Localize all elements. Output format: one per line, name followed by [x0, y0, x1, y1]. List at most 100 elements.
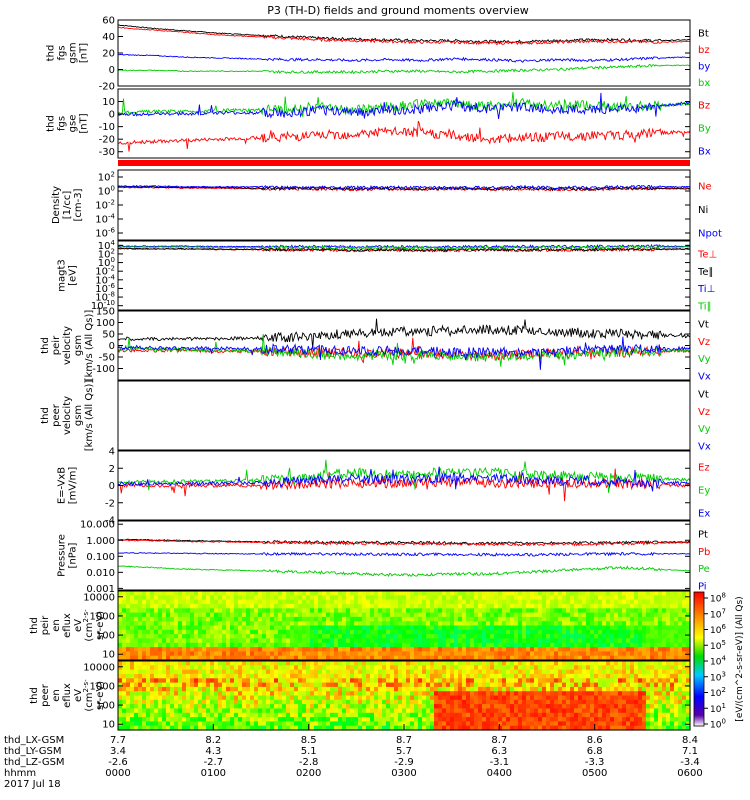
spectrogram-cell: [442, 669, 447, 675]
spectrogram-cell: [270, 625, 275, 631]
panel-frame: [117, 169, 691, 241]
spectrogram-cell: [490, 621, 495, 627]
spectrogram-cell: [222, 634, 227, 639]
spectrogram-cell: [254, 691, 259, 697]
spectrogram-cell: [162, 678, 167, 684]
spectrogram-cell: [278, 651, 283, 657]
spectrogram-cell: [614, 621, 619, 627]
spectrogram-cell: [330, 599, 335, 605]
spectrogram-cell: [510, 661, 515, 666]
y-axis-label: thd peer en eflux eV (cm2-s-sr-eV): [29, 679, 106, 712]
spectrogram-cell: [514, 669, 519, 675]
spectrogram-cell: [142, 669, 147, 675]
spectrogram-cell: [138, 669, 143, 675]
spectrogram-cell: [334, 717, 339, 722]
spectrogram-cell: [310, 647, 315, 652]
spectrogram-cell: [626, 691, 631, 697]
spectrogram-cell: [314, 704, 319, 709]
spectrogram-cell: [402, 621, 407, 627]
spectrogram-cell: [614, 608, 619, 614]
spectrogram-cell: [622, 712, 627, 718]
spectrogram-cell: [122, 725, 127, 731]
spectrogram-cell: [450, 669, 455, 675]
spectrogram-cell: [558, 629, 563, 635]
spectrogram-cell: [206, 647, 211, 652]
spectrogram-cell: [182, 708, 187, 714]
spectrogram-cell: [398, 638, 403, 644]
spectrogram-cell: [598, 661, 603, 666]
spectrogram-cell: [506, 673, 511, 679]
spectrogram-cell: [662, 725, 667, 731]
spectrogram-cell: [386, 651, 391, 657]
spectrogram-cell: [302, 612, 307, 618]
spectrogram-cell: [154, 634, 159, 639]
spectrogram-cell: [358, 712, 363, 718]
spectrogram-cell: [518, 603, 523, 609]
spectrogram-cell: [242, 725, 247, 731]
spectrogram-cell: [354, 699, 359, 705]
spectrogram-cell: [414, 717, 419, 722]
spectrogram-cell: [286, 712, 291, 718]
spectrogram-cell: [418, 655, 423, 661]
spectrogram-cell: [126, 678, 131, 684]
spectrogram-cell: [418, 621, 423, 627]
spectrogram-cell: [270, 642, 275, 648]
spectrogram-cell: [386, 725, 391, 731]
spectrogram-cell: [626, 678, 631, 684]
spectrogram-cell: [126, 721, 131, 727]
spectrogram-cell: [378, 725, 383, 731]
spectrogram-cell: [502, 699, 507, 705]
spectrogram-cell: [622, 704, 627, 709]
spectrogram-cell: [446, 669, 451, 675]
spectrogram-cell: [410, 708, 415, 714]
spectrogram-cell: [590, 669, 595, 675]
spectrogram-cell: [386, 629, 391, 635]
x-tick-label: 8.7: [491, 735, 507, 746]
spectrogram-cell: [630, 629, 635, 635]
spectrogram-cell: [274, 691, 279, 697]
spectrogram-cell: [518, 669, 523, 675]
spectrogram-cell: [678, 665, 683, 671]
spectrogram-cell: [318, 686, 323, 692]
spectrogram-cell: [230, 665, 235, 671]
spectrogram-cell: [198, 621, 203, 627]
spectrogram-cell: [170, 682, 175, 688]
spectrogram-cell: [206, 708, 211, 714]
spectrogram-cell: [682, 665, 687, 671]
spectrogram-cell: [282, 717, 287, 722]
spectrogram-cell: [170, 638, 175, 644]
spectrogram-cell: [474, 669, 479, 675]
spectrogram-cell: [362, 599, 367, 605]
spectrogram-cell: [626, 721, 631, 727]
spectrogram-cell: [646, 595, 651, 601]
spectrogram-cell: [262, 608, 267, 614]
spectrogram-cell: [426, 591, 431, 596]
spectrogram-cell: [390, 634, 395, 639]
spectrogram-cell: [130, 717, 135, 722]
spectrogram-cell: [558, 717, 563, 722]
spectrogram-cell: [266, 665, 271, 671]
spectrogram-cell: [598, 612, 603, 618]
spectrogram-cell: [574, 678, 579, 684]
spectrogram-cell: [398, 704, 403, 709]
spectrogram-cell: [134, 669, 139, 675]
spectrogram-cell: [650, 616, 655, 622]
spectrogram-cell: [538, 665, 543, 671]
spectrogram-cell: [678, 661, 683, 666]
spectrogram-cell: [314, 695, 319, 701]
spectrogram-cell: [186, 704, 191, 709]
spectrogram-cell: [674, 603, 679, 609]
spectrogram-cell: [578, 708, 583, 714]
spectrogram-cell: [570, 682, 575, 688]
colorbar-strip: [693, 591, 705, 727]
spectrogram-cell: [398, 651, 403, 657]
spectrogram-cell: [498, 699, 503, 705]
spectrogram-cell: [614, 708, 619, 714]
spectrogram-cell: [254, 616, 259, 622]
spectrogram-cell: [490, 669, 495, 675]
spectrogram-cell: [214, 695, 219, 701]
spectrogram-cell: [406, 608, 411, 614]
spectrogram-cell: [142, 595, 147, 601]
spectrogram-cell: [550, 642, 555, 648]
spectrogram-cell: [578, 595, 583, 601]
